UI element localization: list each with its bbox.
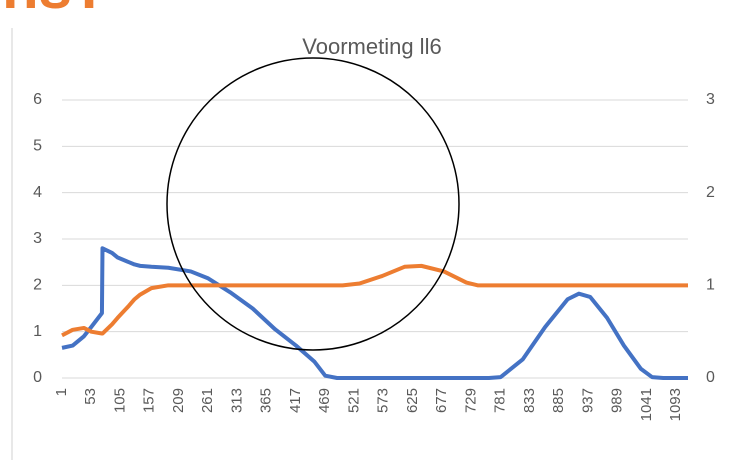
x-tick-label: 313 bbox=[228, 388, 245, 413]
y-tick-label: 1 bbox=[33, 323, 42, 340]
y-tick-label: 4 bbox=[33, 184, 42, 201]
y2-tick-label: 3 bbox=[706, 91, 715, 108]
x-tick-label: 365 bbox=[258, 388, 275, 413]
y-tick-label: 5 bbox=[33, 138, 42, 155]
x-tick-label: 261 bbox=[199, 388, 216, 413]
y-tick-label: 0 bbox=[33, 369, 42, 386]
x-tick-label: 885 bbox=[550, 388, 567, 413]
y-tick-label: 2 bbox=[33, 277, 42, 294]
y-tick-label: 3 bbox=[33, 230, 42, 247]
x-tick-label: 53 bbox=[82, 388, 99, 405]
x-tick-label: 729 bbox=[462, 388, 479, 413]
x-tick-label: 521 bbox=[345, 388, 362, 413]
x-tick-label: 989 bbox=[609, 388, 626, 413]
annotation-circle bbox=[166, 57, 460, 351]
x-tick-label: 625 bbox=[404, 388, 421, 413]
x-tick-label: 781 bbox=[492, 388, 509, 413]
x-tick-label: 833 bbox=[521, 388, 538, 413]
x-tick-label: 209 bbox=[170, 388, 187, 413]
x-tick-label: 157 bbox=[141, 388, 158, 413]
x-tick-label: 1041 bbox=[638, 388, 655, 421]
y2-tick-label: 0 bbox=[706, 369, 715, 386]
y-tick-label: 6 bbox=[33, 91, 42, 108]
x-tick-label: 417 bbox=[287, 388, 304, 413]
y2-tick-label: 1 bbox=[706, 277, 715, 294]
x-tick-label: 469 bbox=[316, 388, 333, 413]
y2-tick-label: 2 bbox=[706, 184, 715, 201]
x-tick-label: 105 bbox=[111, 388, 128, 413]
x-tick-label: 937 bbox=[579, 388, 596, 413]
series-line bbox=[61, 246, 688, 380]
series-line bbox=[61, 263, 688, 338]
x-tick-label: 677 bbox=[433, 388, 450, 413]
x-tick-label: 1 bbox=[53, 388, 70, 396]
x-tick-label: 1093 bbox=[667, 388, 684, 421]
heading: ns? bbox=[2, 0, 109, 21]
x-tick-label: 573 bbox=[375, 388, 392, 413]
chart-title: Voormeting ll6 bbox=[302, 34, 441, 59]
